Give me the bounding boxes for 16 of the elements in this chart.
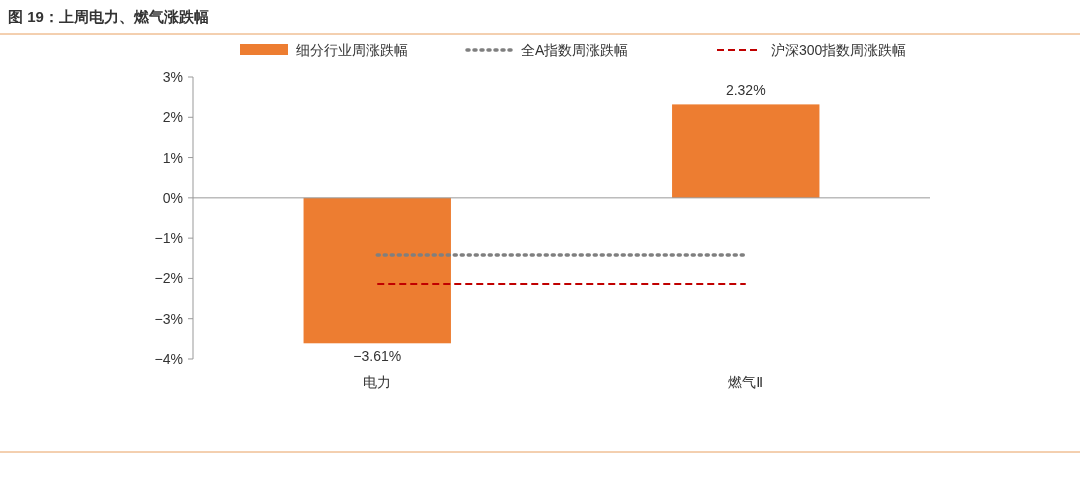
legend-label: 细分行业周涨跌幅 xyxy=(296,42,408,58)
y-tick-label: −4% xyxy=(154,351,183,367)
x-tick-label: 电力 xyxy=(363,374,392,390)
data-label: 2.32% xyxy=(725,82,766,99)
legend-label: 沪深300指数周涨跌幅 xyxy=(771,42,907,58)
y-tick-label: 1% xyxy=(162,149,183,166)
y-tick-label: 0% xyxy=(162,189,183,206)
y-tick-label: −1% xyxy=(154,230,183,247)
x-tick-label: 燃气Ⅱ xyxy=(728,374,764,390)
data-label: −3.61% xyxy=(353,348,402,365)
y-tick-label: −2% xyxy=(154,270,183,287)
y-tick-label: −3% xyxy=(154,310,183,327)
y-tick-label: 3% xyxy=(162,69,183,85)
legend-label: 全A指数周涨跌幅 xyxy=(521,42,629,58)
y-tick-label: 2% xyxy=(162,109,183,126)
chart-title: 图 19：上周电力、燃气涨跌幅 xyxy=(8,8,209,25)
